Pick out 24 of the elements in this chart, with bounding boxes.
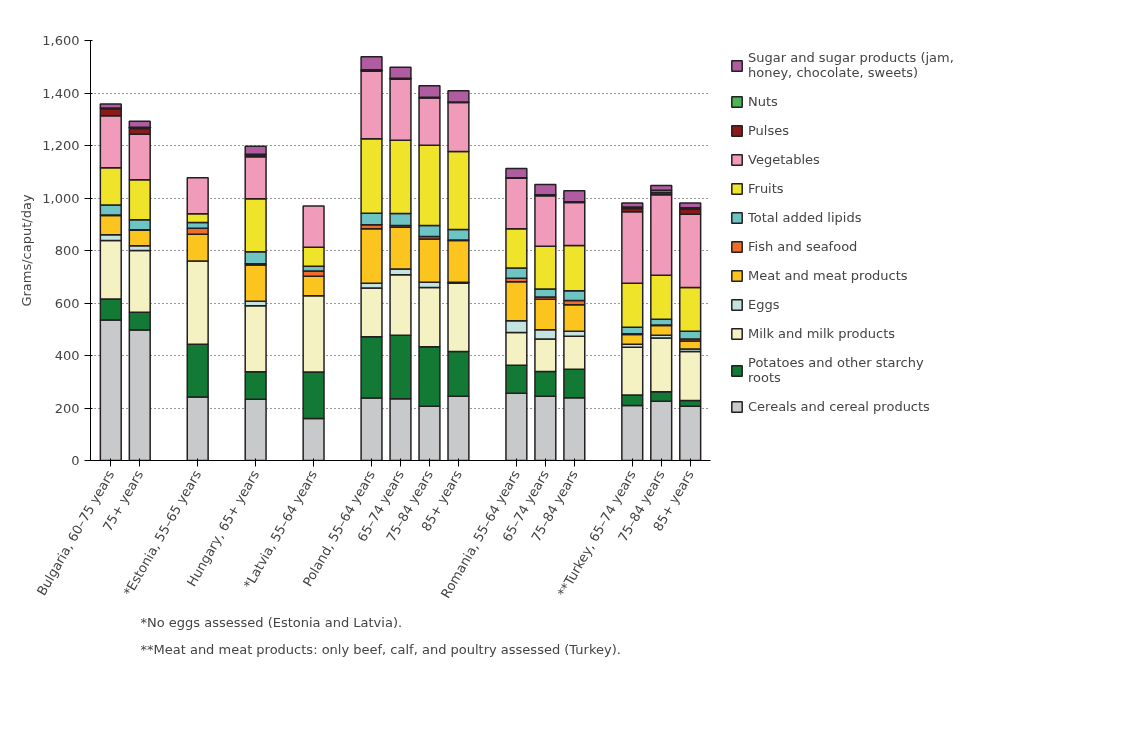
legend-label: Meat and meat products <box>748 268 908 283</box>
y-tick-label: 800 <box>54 243 80 258</box>
legend-label: Milk and milk products <box>748 326 896 341</box>
y-tick-label: 1,200 <box>42 138 80 153</box>
y-tick-label: 400 <box>54 348 80 363</box>
legend-label: Total added lipids <box>748 210 862 225</box>
legend-label: Potatoes and other starchy roots <box>748 355 924 385</box>
legend-label: Fruits <box>748 181 784 196</box>
y-tick-label: 600 <box>54 295 80 311</box>
legend-label: Eggs <box>748 297 780 312</box>
y-tick-label: 200 <box>54 400 80 416</box>
legend-label: Fish and seafood <box>748 239 858 254</box>
y-tick-label: 1,000 <box>42 190 80 206</box>
text: *No eggs assessed (Estonia and Latvia). <box>140 614 403 630</box>
legend-label: Sugar and sugar products (jam, honey, chocolate, sweets) <box>748 50 954 80</box>
y-tick-label: 1,400 <box>42 85 80 101</box>
y-tick-label: 1,600 <box>42 33 80 48</box>
y-axis-title: Grams/caput/day <box>19 194 35 307</box>
legend-label: Vegetables <box>748 152 820 167</box>
text: **Meat and meat products: only beef, calf, and poultry assessed (Turkey). <box>140 641 621 657</box>
legend-label: Pulses <box>748 123 790 138</box>
legend-label: Cereals and cereal products <box>748 399 930 414</box>
legend-label: Nuts <box>748 94 778 109</box>
y-tick-label: 0 <box>71 453 80 468</box>
